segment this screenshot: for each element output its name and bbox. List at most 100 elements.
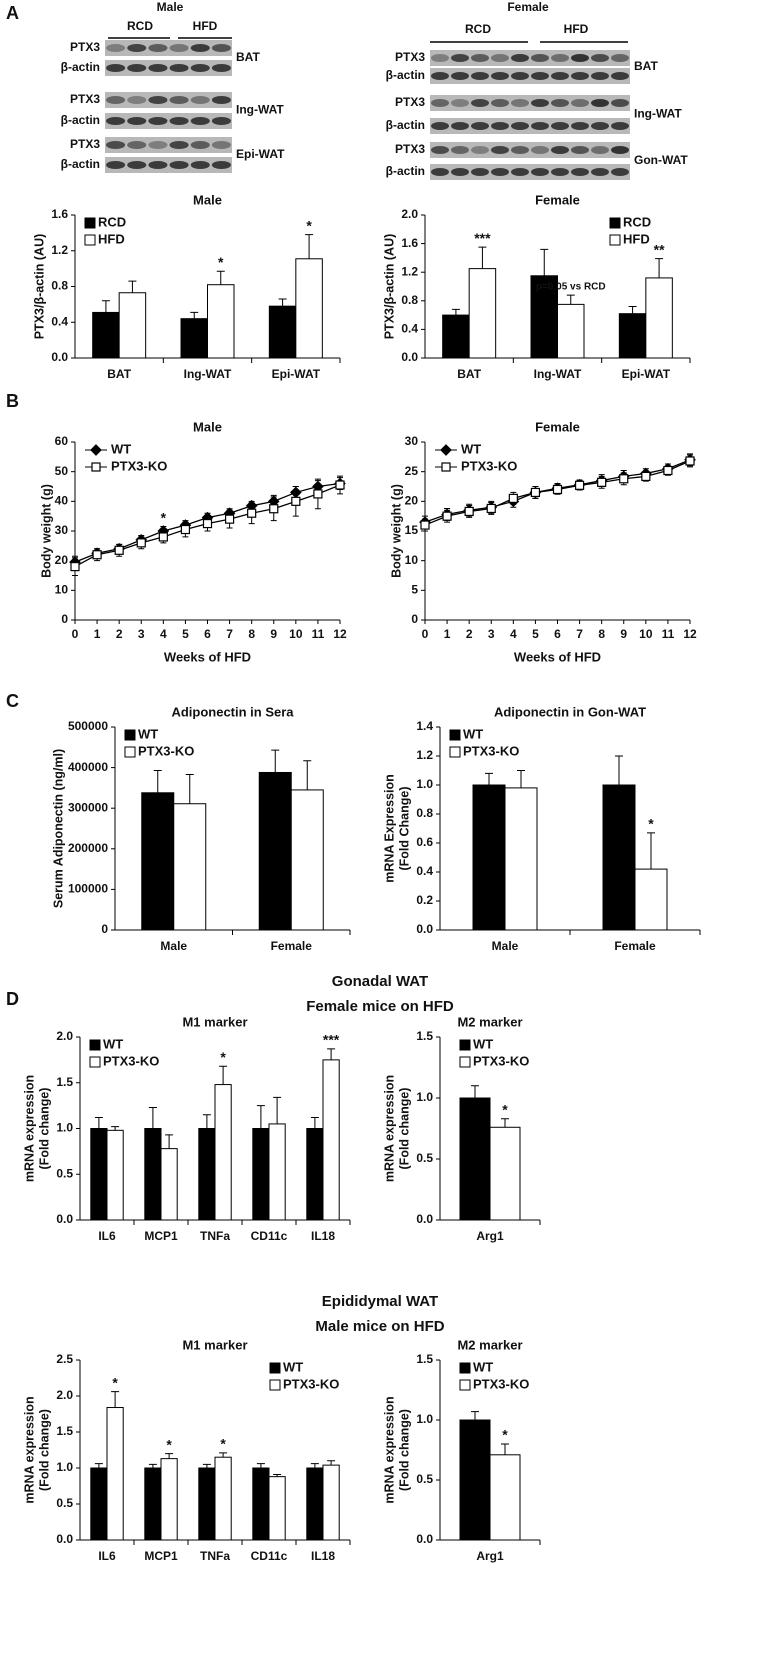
y-tick-label: 0	[101, 922, 108, 936]
blot-band	[431, 72, 449, 80]
x-tick-label: 1	[94, 627, 101, 641]
marker	[663, 465, 673, 476]
error-bar	[185, 774, 194, 804]
y-tick-label: 0.0	[416, 1532, 433, 1546]
bar	[557, 303, 585, 359]
blot-band	[471, 54, 489, 62]
blot-band	[148, 44, 168, 52]
legend-label: WT	[103, 1036, 123, 1051]
blot-band	[431, 99, 449, 107]
bar	[459, 1419, 491, 1541]
bar	[618, 313, 647, 359]
y-axis-label: (Fold change)	[397, 1409, 411, 1491]
blot-band	[611, 72, 629, 80]
error-bar	[216, 270, 225, 285]
blot-band	[127, 96, 147, 104]
x-tick-label: 0	[72, 627, 79, 641]
error-bar	[501, 1118, 509, 1128]
panel-label: D	[6, 989, 19, 1009]
blot-band	[531, 168, 549, 176]
x-tick-label: Female	[614, 939, 656, 953]
blot-band	[431, 54, 449, 62]
x-tick-label: 8	[598, 627, 605, 641]
blot-band	[571, 146, 589, 154]
blot-band	[451, 72, 469, 80]
marker	[420, 520, 430, 530]
marker	[508, 493, 518, 503]
bar	[252, 1467, 270, 1541]
y-tick-label: 1.2	[401, 264, 418, 278]
blot-band	[491, 122, 509, 130]
y-tick-label: 10	[55, 583, 69, 597]
y-axis-label: mRNA expression	[382, 1396, 396, 1503]
legend-swatch	[124, 746, 136, 758]
blot-band	[211, 44, 231, 52]
blot-row-label: PTX3	[395, 50, 425, 64]
marker	[619, 474, 629, 484]
bar	[268, 305, 297, 359]
x-tick-label: 0	[422, 627, 429, 641]
bar	[214, 1456, 232, 1541]
blot-band	[511, 99, 529, 107]
x-tick-label: CD11c	[251, 1549, 288, 1563]
blot-band	[511, 72, 529, 80]
blot-band	[148, 96, 168, 104]
blot-tissue: BAT	[236, 50, 260, 64]
y-tick-label: 0	[411, 612, 418, 626]
blot-strip	[105, 92, 232, 108]
error-bar	[219, 1065, 228, 1085]
error-bar	[485, 772, 493, 785]
blot-band	[591, 122, 609, 130]
blot-band	[451, 168, 469, 176]
blot-band	[591, 54, 609, 62]
blot-band	[551, 122, 569, 130]
y-axis-label: mRNA expression	[382, 1075, 396, 1182]
blot-band	[471, 99, 489, 107]
x-tick-label: 7	[576, 627, 583, 641]
legend-label: PTX3-KO	[111, 458, 167, 473]
x-tick-label: TNFa	[200, 1229, 230, 1243]
blot-group: RCD	[127, 19, 153, 33]
bar	[160, 1458, 178, 1541]
marker	[530, 487, 541, 498]
x-tick-label: BAT	[457, 367, 481, 381]
marker	[269, 504, 279, 514]
y-tick-label: 40	[55, 494, 69, 508]
y-tick-label: 1.5	[56, 1424, 73, 1438]
error-bar	[615, 755, 623, 785]
error-bar	[256, 1463, 265, 1468]
chart-title: Male	[193, 192, 222, 207]
chart-title: Male	[193, 419, 222, 434]
y-tick-label: 0.0	[416, 1212, 433, 1226]
bar	[489, 1126, 521, 1221]
legend-swatch	[269, 1362, 281, 1374]
chart-title: M1 marker	[182, 1014, 247, 1029]
x-tick-label: Arg1	[476, 1229, 504, 1243]
y-axis-label: (Fold Change)	[397, 786, 411, 870]
y-axis-label: mRNA expression	[22, 1396, 36, 1503]
y-tick-label: 0.4	[51, 314, 68, 328]
blot-band	[491, 54, 509, 62]
marker	[202, 518, 213, 529]
blot-band	[611, 99, 629, 107]
x-tick-label: Ing-WAT	[534, 367, 582, 381]
y-tick-label: 0.5	[416, 1472, 433, 1486]
legend-swatch	[84, 234, 96, 246]
blot-band	[531, 99, 549, 107]
y-tick-label: 2.0	[56, 1388, 73, 1402]
error-bar	[111, 1391, 120, 1408]
bar	[306, 1128, 324, 1221]
chart-title: Female	[535, 192, 580, 207]
bar	[92, 311, 120, 359]
error-bar	[190, 311, 199, 319]
annotation: *	[161, 509, 167, 525]
bar	[602, 784, 636, 931]
bar	[258, 771, 292, 931]
y-tick-label: 0.0	[56, 1532, 73, 1546]
legend-swatch	[449, 746, 461, 758]
y-axis-label: mRNA expression	[22, 1075, 36, 1182]
blot-band	[551, 168, 569, 176]
blot-band	[190, 64, 210, 72]
bar	[268, 1476, 286, 1541]
